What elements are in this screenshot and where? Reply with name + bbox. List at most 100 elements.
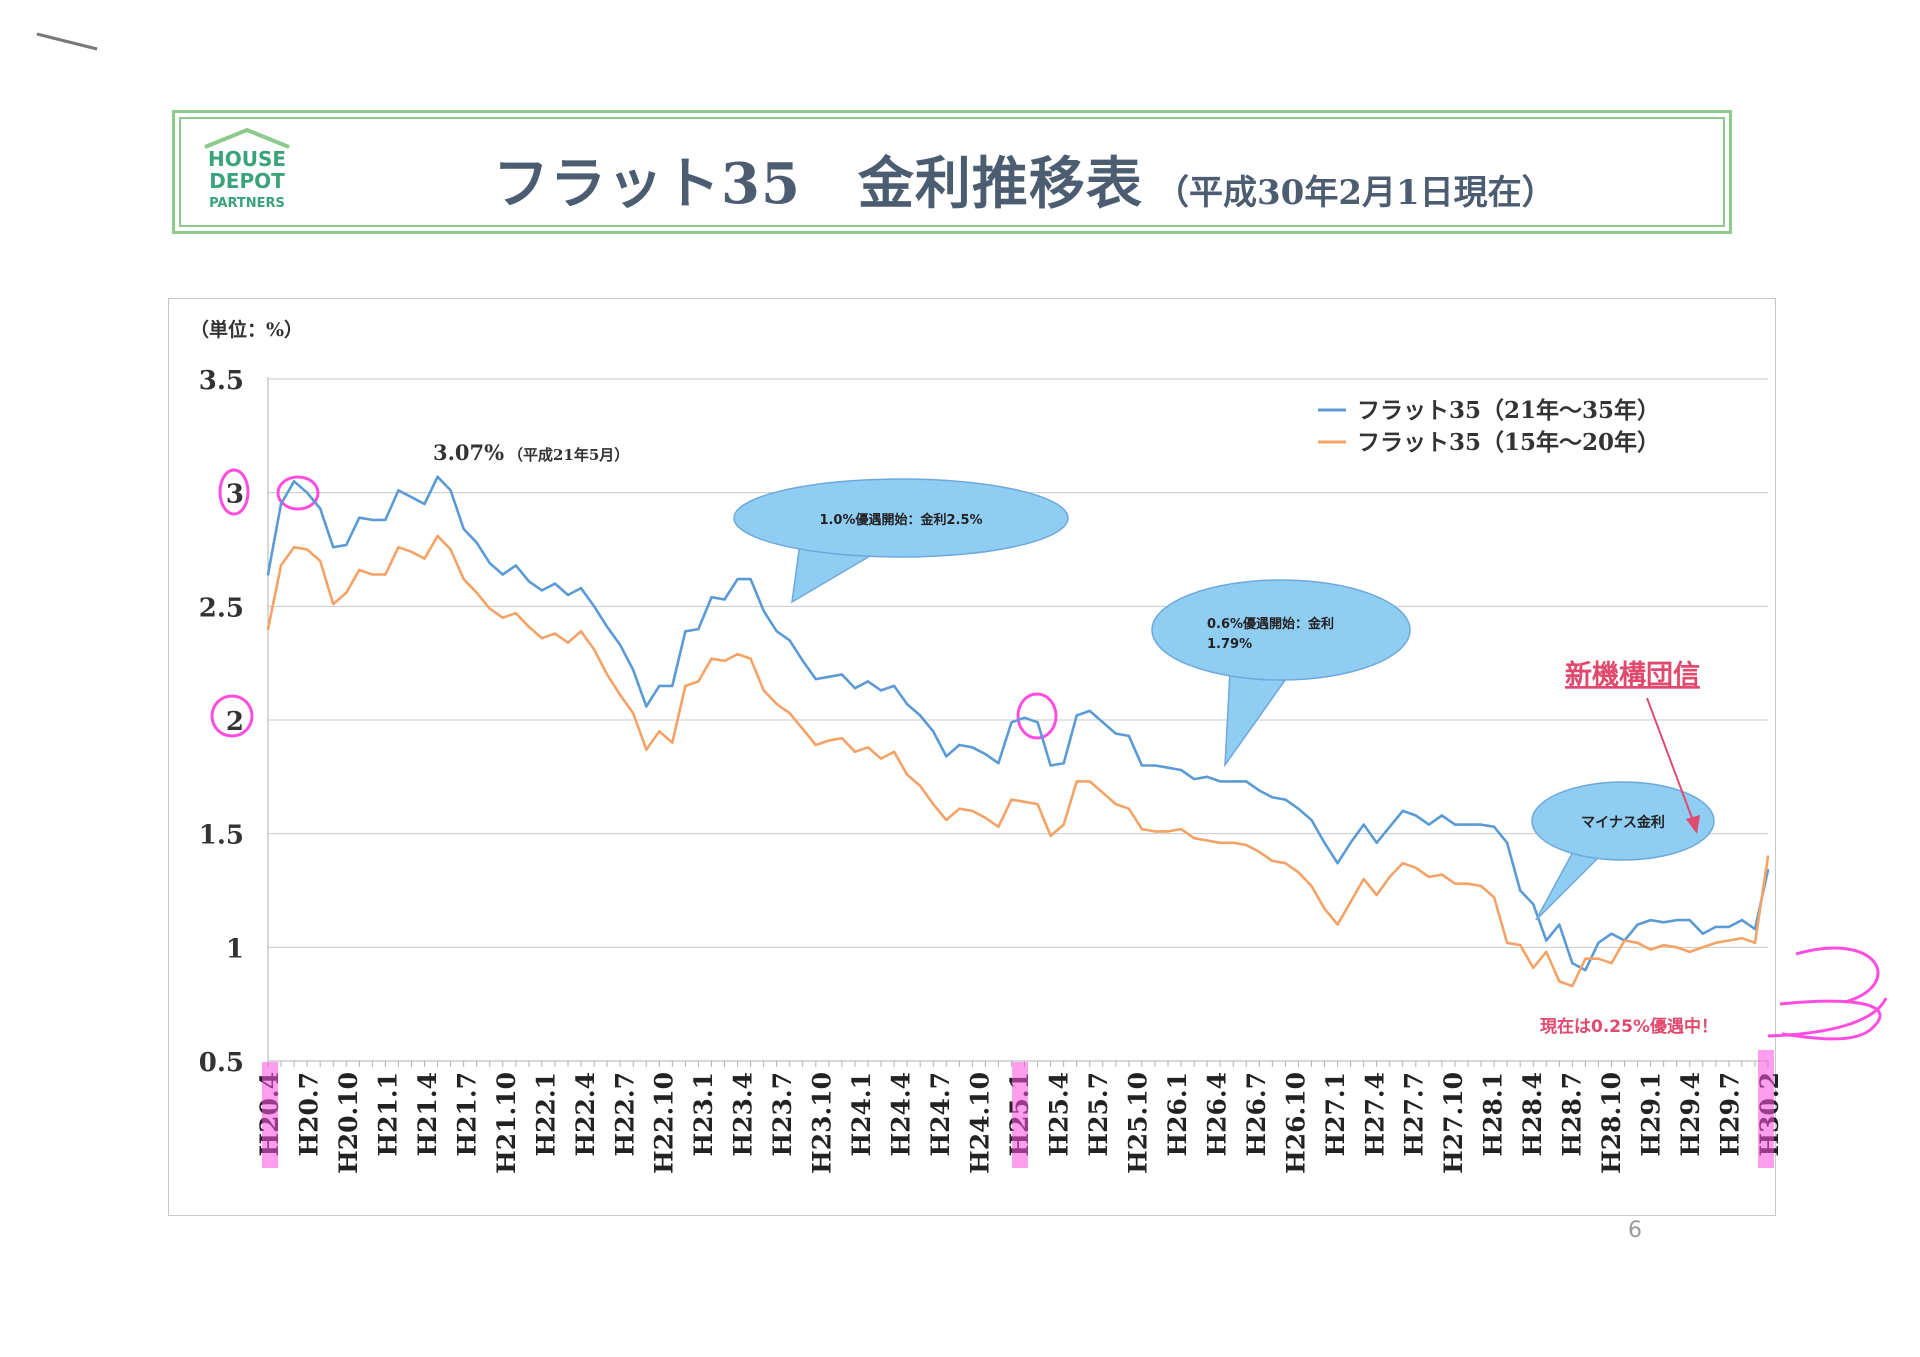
series-point-1 <box>449 548 452 551</box>
series-point-1 <box>749 657 752 660</box>
series-point-0 <box>892 684 896 688</box>
series-point-0 <box>501 573 504 576</box>
pen-circle-h25 <box>1016 692 1058 740</box>
series-point-1 <box>684 684 687 688</box>
series-point-0 <box>527 580 531 583</box>
series-point-0 <box>1088 709 1091 713</box>
series-point-1 <box>1766 855 1770 858</box>
series-point-1 <box>1336 923 1339 926</box>
x-tick-label: H24.4 <box>887 1072 916 1157</box>
series-point-1 <box>1179 827 1183 831</box>
x-tick-label: H25.10 <box>1123 1072 1152 1174</box>
series-point-1 <box>1701 946 1704 949</box>
series-point-1 <box>945 818 948 822</box>
series-point-0 <box>1727 925 1731 929</box>
current-discount-note: 現在は0.25%優遇中！ <box>1540 1016 1718 1037</box>
series-point-1 <box>397 546 400 549</box>
series-point-0 <box>1010 721 1013 724</box>
series-line-1 <box>266 534 1770 988</box>
series-point-0 <box>566 593 570 597</box>
series-point-0 <box>1492 825 1496 829</box>
legend-label-long: フラット35（21年～35年） <box>1357 397 1660 424</box>
series-point-0 <box>658 684 661 688</box>
series-point-1 <box>788 711 791 715</box>
series-point-1 <box>1727 939 1731 942</box>
series-point-0 <box>1675 918 1678 922</box>
series-point-0 <box>1505 841 1509 844</box>
series-point-1 <box>1453 882 1457 885</box>
series-point-1 <box>1192 837 1196 840</box>
series-point-0 <box>1062 761 1065 765</box>
series-point-0 <box>1323 841 1326 844</box>
series-point-1 <box>827 739 831 742</box>
series-point-1 <box>501 616 504 619</box>
legend-label-short: フラット35（15年～20年） <box>1357 429 1660 456</box>
series-point-0 <box>1610 932 1613 935</box>
pen-arrow-mid <box>1779 999 1882 1041</box>
series-point-1 <box>436 534 439 538</box>
series-point-1 <box>932 802 935 806</box>
series-point-1 <box>618 693 622 697</box>
series-point-1 <box>1101 791 1104 794</box>
series-point-1 <box>318 559 322 563</box>
series-point-1 <box>1740 937 1744 940</box>
series-point-0 <box>1649 918 1652 922</box>
series-point-0 <box>1336 862 1339 865</box>
series-point-1 <box>645 748 648 751</box>
series-point-1 <box>1023 800 1026 804</box>
series-point-1 <box>1545 950 1548 954</box>
series-point-0 <box>958 743 961 747</box>
series-point-1 <box>566 641 570 644</box>
series-point-1 <box>892 750 896 754</box>
series-point-1 <box>1427 875 1431 879</box>
callout-3-bubble <box>1531 781 1715 861</box>
series-point-1 <box>279 564 283 567</box>
series-point-1 <box>527 625 531 628</box>
y-tick-label: 3.5 <box>199 366 244 396</box>
series-point-1 <box>1558 980 1561 983</box>
series-point-0 <box>1414 814 1418 817</box>
series-point-0 <box>853 686 857 690</box>
chart-legend: フラット35（21年～35年） フラット35（15年～20年） <box>1318 397 1660 456</box>
series-point-1 <box>1440 873 1444 876</box>
series-point-0 <box>1192 777 1196 781</box>
y-axis: 0.5 1 1.5 2 2.5 3 3.5 <box>199 366 269 1078</box>
series-point-1 <box>1218 841 1222 844</box>
unit-label: （単位：%） <box>190 318 303 341</box>
x-tick-label: H26.7 <box>1242 1072 1271 1157</box>
series-point-1 <box>1401 862 1404 865</box>
series-point-0 <box>736 577 739 581</box>
series-point-1 <box>1049 834 1052 838</box>
series-point-0 <box>1571 962 1574 965</box>
x-tick-label: H22.7 <box>610 1072 639 1157</box>
series-point-1 <box>879 757 883 760</box>
series-point-0 <box>332 546 335 549</box>
series-point-1 <box>592 648 596 651</box>
series-point-0 <box>1388 825 1391 829</box>
series-point-1 <box>292 546 296 549</box>
series-point-1 <box>1349 900 1352 904</box>
y-tick-label: 2 <box>226 707 244 737</box>
series-point-1 <box>1362 877 1365 881</box>
series-point-1 <box>384 573 387 576</box>
series-point-1 <box>1414 866 1418 869</box>
series-point-1 <box>266 627 270 631</box>
series-point-1 <box>305 548 309 551</box>
series-point-1 <box>1127 807 1131 810</box>
series-point-0 <box>371 518 374 522</box>
callout-1-text: 1.0%優遇開始：金利2.5% <box>819 512 982 528</box>
callout-3-text: マイナス金利 <box>1581 814 1665 831</box>
pen-circle-peak <box>276 475 320 511</box>
series-point-0 <box>1245 780 1248 783</box>
series-point-0 <box>1597 941 1600 944</box>
series-point-0 <box>749 577 752 581</box>
series-point-1 <box>553 632 557 635</box>
x-tick-label: H20.7 <box>294 1072 323 1157</box>
series-point-1 <box>736 652 739 656</box>
series-point-1 <box>1636 941 1639 944</box>
series-point-1 <box>1258 850 1261 854</box>
series-point-1 <box>488 607 491 610</box>
x-tick-label: H23.4 <box>729 1072 758 1157</box>
x-tick-label: H22.1 <box>531 1072 560 1157</box>
x-tick-label: H22.4 <box>571 1072 600 1157</box>
